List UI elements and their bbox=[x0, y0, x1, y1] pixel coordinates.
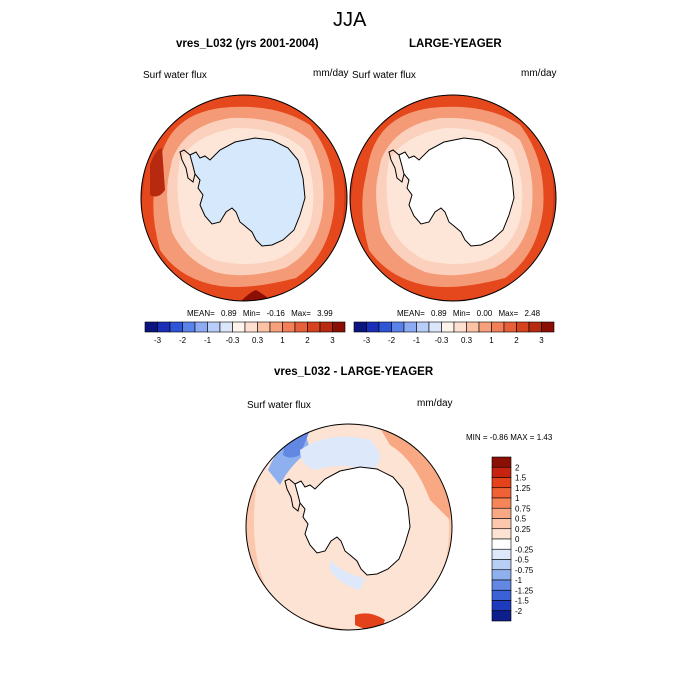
diff-colorbar-swatch bbox=[491, 569, 512, 581]
panel-2-colorbar-tick-label: -1 bbox=[413, 336, 421, 345]
diff-colorbar-swatch bbox=[491, 477, 512, 489]
panel-1-min-value: -0.16 bbox=[266, 309, 285, 318]
panel-2-variable-label: Surf water flux bbox=[352, 70, 416, 81]
panel-2-colorbar-tick-label: 2 bbox=[514, 336, 519, 345]
panel-2-colorbar-tick-label: -2 bbox=[388, 336, 396, 345]
diff-colorbar-tick-label: 1.5 bbox=[515, 474, 527, 483]
diff-colorbar-tick-label: -2 bbox=[515, 607, 523, 616]
diff-colorbar-swatch bbox=[491, 518, 512, 530]
panel-2-min-label: Min= bbox=[452, 309, 471, 318]
panel-2-colorbar-tick-label: 0.3 bbox=[461, 336, 473, 345]
panel-1-max-label: Max= bbox=[291, 309, 311, 318]
panel-1-colorbar-swatch bbox=[332, 321, 346, 333]
panel-2-map-border bbox=[349, 94, 557, 302]
diff-panel-antarctica bbox=[294, 466, 411, 576]
diff-colorbar-swatch bbox=[491, 579, 512, 591]
panel-2-title: LARGE-YEAGER bbox=[409, 38, 502, 50]
panel-1-title: vres_L032 (yrs 2001-2004) bbox=[176, 38, 319, 50]
diff-colorbar-tick-label: 2 bbox=[515, 463, 520, 472]
panel-2-max-label: Max= bbox=[498, 309, 519, 318]
panel-2-mean-label: MEAN= bbox=[397, 309, 425, 318]
panel-1-colorbar-tick-label: -0.3 bbox=[226, 336, 240, 345]
diff-colorbar-tick-label: 0 bbox=[515, 535, 520, 544]
panel-1-stats: MEAN= 0.89 Min= -0.16 Max= 3.99 bbox=[187, 309, 333, 318]
diff-colorbar-swatch bbox=[491, 538, 512, 550]
panel-1-antarctica bbox=[189, 137, 306, 247]
diff-panel-variable-label: Surf water flux bbox=[247, 400, 311, 411]
panel-2-min-value: 0.00 bbox=[476, 309, 493, 318]
panel-2-antarctica bbox=[398, 137, 515, 247]
panel-1-colorbar-tick-label: -2 bbox=[179, 336, 187, 345]
diff-colorbar-tick-label: -1 bbox=[515, 576, 523, 585]
diff-colorbar-tick-label: -0.75 bbox=[515, 566, 534, 575]
panel-1-colorbar-tick-label: -3 bbox=[154, 336, 162, 345]
panel-2-mean-value: 0.89 bbox=[431, 309, 447, 318]
diff-colorbar-swatch bbox=[491, 507, 512, 519]
diff-panel-units-label: mm/day bbox=[417, 398, 453, 409]
panel-1-peninsula bbox=[179, 149, 196, 183]
diff-colorbar-swatch bbox=[491, 548, 512, 560]
panel-2-stats: MEAN= 0.89 Min= 0.00 Max= 2.48 bbox=[397, 309, 540, 318]
diff-colorbar-swatch bbox=[491, 610, 512, 622]
diff-colorbar-swatch bbox=[491, 528, 512, 540]
diff-colorbar-swatch bbox=[491, 589, 512, 601]
diff-colorbar-tick-label: 1.25 bbox=[515, 484, 531, 493]
panel-1-colorbar-tick-label: -1 bbox=[204, 336, 212, 345]
panel-2-colorbar-tick-label: 1 bbox=[489, 336, 494, 345]
panel-2-colorbar-tick-label: -0.3 bbox=[435, 336, 449, 345]
panel-2-max-value: 2.48 bbox=[524, 309, 541, 318]
panel-1-mean-value: 0.89 bbox=[221, 309, 237, 318]
diff-colorbar-tick-label: -0.25 bbox=[515, 545, 534, 554]
panel-2-colorbar-tick-label: 3 bbox=[539, 336, 544, 345]
diff-ne-positive bbox=[380, 428, 451, 520]
diff-colorbar-tick-label: -1.25 bbox=[515, 586, 534, 595]
diff-coastal-negative bbox=[300, 436, 380, 470]
diff-panel-peninsula bbox=[284, 478, 301, 512]
panel-2-colorbar-swatch bbox=[541, 321, 555, 333]
diff-colorbar-swatch bbox=[491, 497, 512, 509]
diff-panel-title: vres_L032 - LARGE-YEAGER bbox=[274, 366, 434, 378]
diff-colorbar-tick-label: -0.5 bbox=[515, 556, 529, 565]
diff-colorbar-tick-label: 0.75 bbox=[515, 504, 531, 513]
panel-1-west-patch bbox=[150, 148, 165, 197]
diff-colorbar-swatch bbox=[491, 600, 512, 612]
diff-colorbar-swatch bbox=[491, 487, 512, 499]
diff-colorbar-swatch bbox=[491, 456, 512, 468]
panel-1-colorbar-tick-label: 2 bbox=[305, 336, 310, 345]
panel-2-colorbar-tick-label: -3 bbox=[363, 336, 371, 345]
panel-1-max-value: 3.99 bbox=[317, 309, 333, 318]
diff-colorbar-tick-label: -1.5 bbox=[515, 597, 529, 606]
page-title: JJA bbox=[333, 9, 367, 31]
panel-2-units-label: mm/day bbox=[521, 68, 557, 79]
diff-colorbar-tick-label: 0.5 bbox=[515, 515, 527, 524]
diff-south-negative bbox=[330, 560, 365, 590]
diff-colorbar-swatch bbox=[491, 559, 512, 571]
panel-1-colorbar-tick-label: 3 bbox=[330, 336, 335, 345]
diff-panel-minmax: MIN = -0.86 MAX = 1.43 bbox=[466, 433, 553, 442]
panel-1-min-label: Min= bbox=[242, 309, 261, 318]
panel-1-variable-label: Surf water flux bbox=[143, 70, 207, 81]
panel-2-peninsula bbox=[388, 149, 405, 183]
diff-colorbar-tick-label: 1 bbox=[515, 494, 520, 503]
panel-1-map-border bbox=[140, 94, 348, 302]
panel-1-colorbar-tick-label: 0.3 bbox=[252, 336, 264, 345]
panel-1-units-label: mm/day bbox=[313, 68, 349, 79]
diff-colorbar-tick-label: 0.25 bbox=[515, 525, 531, 534]
diff-colorbar-swatch bbox=[491, 466, 512, 478]
panel-1-mean-label: MEAN= bbox=[187, 309, 215, 318]
panel-1-colorbar-tick-label: 1 bbox=[280, 336, 285, 345]
diff-panel-map-border bbox=[245, 423, 453, 631]
